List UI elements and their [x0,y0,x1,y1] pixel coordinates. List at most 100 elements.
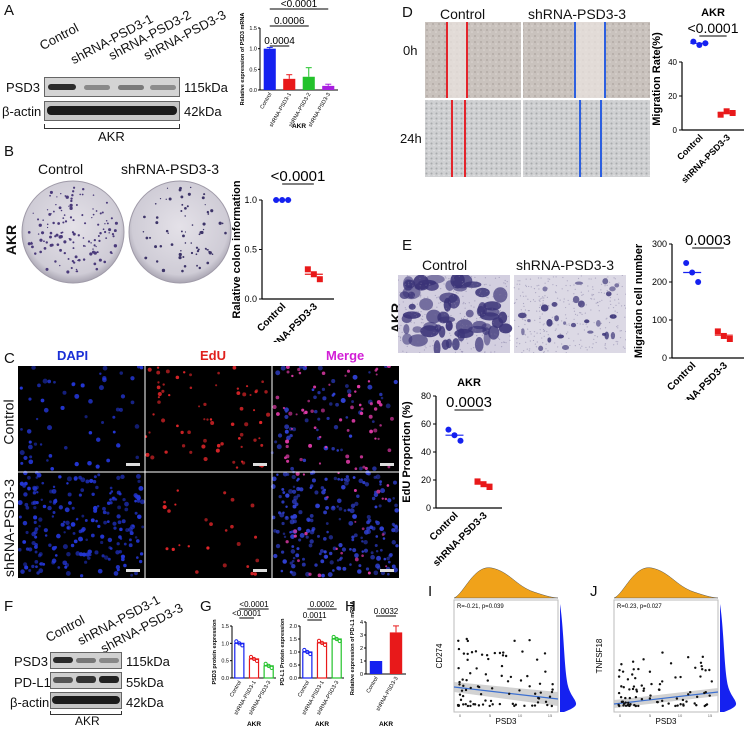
y-axis-label: Migration cell number [633,243,645,358]
panel-letter-c: C [4,350,15,367]
sample-point [621,670,625,673]
pore-dot [590,278,592,280]
edu-dot [260,443,264,447]
sample-point [470,651,474,654]
edu-dot [313,426,317,430]
pore-dot [547,280,549,282]
nucleus-dot [67,492,72,497]
edu-dot [253,409,256,412]
pore-dot [533,335,535,337]
sample-point [487,657,490,661]
nucleus-dot [324,477,328,481]
pore-dot [420,322,423,324]
nucleus-dot [379,483,382,486]
sample-point [682,704,685,707]
pore-dot [594,334,596,337]
edu-dot [165,369,170,374]
pore-dot [613,288,616,290]
pore-dot [444,313,446,315]
sample-point [488,704,491,708]
y-tick-label: 100 [652,315,667,325]
edu-dot [261,380,264,384]
pore-dot [407,326,409,328]
x-tick-label: shRNA-PSD3-3 [375,676,399,712]
pore-dot [513,287,515,289]
nucleus-dot [109,492,112,495]
edu-dot [286,459,290,463]
pore-dot [593,298,595,300]
colony-dot [186,205,189,208]
pore-dot [448,291,450,293]
y-tick-label: 0.0 [244,294,257,304]
nucleus-dot [82,552,87,557]
nucleus-dot [306,528,311,533]
pore-dot [415,344,417,347]
pore-dot [487,329,489,332]
edu-dot [293,529,298,534]
nucleus-dot [289,530,292,534]
pore-dot [559,333,561,335]
pore-dot [473,347,475,349]
sample-point [498,651,502,655]
column-label: Control [38,161,84,177]
nucleus-dot [116,475,121,480]
pore-dot [460,317,463,319]
sample-point [637,704,640,708]
cell-line-label: AKR [75,714,100,728]
pore-dot [450,303,453,305]
pore-dot [591,295,593,297]
transwell-cell [403,324,410,335]
pore-dot [533,331,536,333]
pore-dot [476,283,478,285]
sample-point [618,704,621,708]
nucleus-dot [338,517,342,521]
nucleus-dot [274,440,278,444]
nucleus-dot [72,531,76,535]
colony-dot [71,260,75,263]
data-point [285,197,292,203]
colony-dot [114,221,118,225]
pore-dot [580,312,582,314]
pore-dot [446,295,448,298]
edu-dot [187,430,191,435]
pore-dot [587,290,590,292]
sample-point [480,653,484,656]
edu-dot [242,392,247,397]
pore-dot [470,287,473,289]
edu-dot [157,400,161,404]
nucleus-dot [362,481,366,485]
pore-dot [591,293,593,295]
pore-dot [507,315,509,318]
nucleus-dot [63,531,66,534]
sample-point [635,688,638,691]
sample-point [661,704,664,708]
x-axis-label: AKR [292,123,306,130]
nucleus-dot [284,424,290,430]
colony-dot [68,205,70,207]
y-tick-label: 0 [360,672,363,678]
nucleus-dot [291,545,295,548]
nucleus-dot [37,383,41,388]
sample-point [473,703,477,706]
transwell-cell [572,295,580,304]
pore-dot [441,311,443,313]
sample-point [546,703,549,707]
pore-dot [412,344,414,347]
colony-dot [49,243,53,247]
sample-point [475,667,478,670]
edu-dot [364,466,368,470]
nucleus-dot [290,516,295,520]
sample-point [490,687,494,690]
nucleus-dot [34,470,39,475]
colony-dot [211,253,214,255]
nucleus-dot [290,549,296,554]
transwell-cell [445,320,453,332]
pore-dot [422,322,424,324]
pore-dot [419,285,421,287]
pore-dot [429,345,431,347]
nucleus-dot [296,479,299,482]
colony-dot [37,233,40,235]
pore-dot [516,283,518,285]
data-point [445,426,452,433]
y-tick-label: 4 [360,620,363,626]
